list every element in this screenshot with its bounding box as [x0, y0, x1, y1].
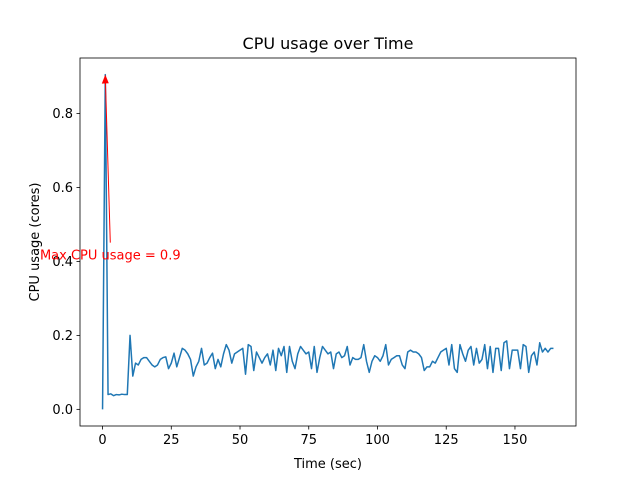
y-tick-label: 0.4: [52, 255, 73, 270]
y-tick-label: 0.2: [52, 329, 73, 344]
y-axis-label: CPU usage (cores): [28, 183, 43, 302]
x-tick-label: 50: [232, 433, 249, 448]
y-tick-label: 0.8: [52, 107, 73, 122]
plot-frame: [79, 57, 577, 427]
annotation-arrow: [104, 76, 111, 243]
x-tick-label: 75: [300, 433, 317, 448]
annotation-arrowhead: [101, 74, 109, 84]
data-line: [101, 73, 554, 410]
x-tick-label: 150: [503, 433, 528, 448]
x-tick-label: 25: [163, 433, 180, 448]
chart-title: CPU usage over Time: [243, 34, 414, 53]
annotation-text: Max CPU usage = 0.9: [40, 249, 181, 264]
y-tick-label: 0.6: [52, 181, 73, 196]
x-axis-label: Time (sec): [293, 457, 362, 472]
x-tick-label: 0: [98, 433, 106, 448]
x-tick-label: 125: [434, 433, 459, 448]
y-tick-label: 0.0: [52, 403, 73, 418]
x-tick-label: 100: [365, 433, 390, 448]
